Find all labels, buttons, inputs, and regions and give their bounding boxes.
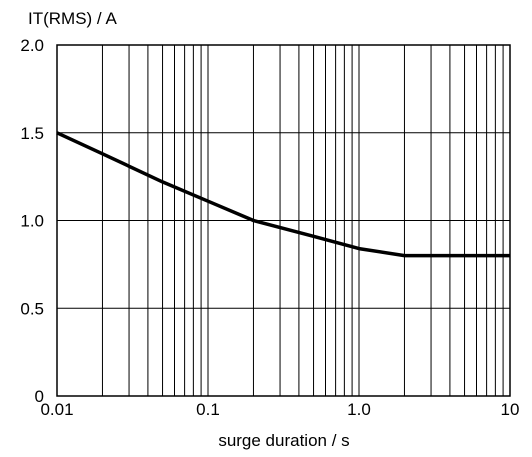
plot-border bbox=[56, 44, 511, 397]
y-tick-label: 2.0 bbox=[20, 36, 44, 55]
series-layer bbox=[56, 131, 510, 258]
y-tick-label: 1.5 bbox=[20, 124, 44, 143]
tick-labels: 0 0.5 1.0 1.5 2.0 0.01 0.1 1.0 10 bbox=[20, 36, 519, 419]
y-axis-label: IT(RMS) / A bbox=[28, 9, 117, 28]
grid bbox=[57, 45, 510, 396]
series-line bbox=[56, 131, 510, 258]
x-axis-label: surge duration / s bbox=[218, 431, 349, 450]
y-tick-label: 0 bbox=[35, 387, 44, 406]
x-tick-label: 1.0 bbox=[347, 400, 371, 419]
x-tick-label: 0.1 bbox=[196, 400, 220, 419]
x-tick-label: 10 bbox=[501, 400, 520, 419]
x-tick-label: 0.01 bbox=[40, 400, 73, 419]
y-tick-label: 0.5 bbox=[20, 299, 44, 318]
y-tick-label: 1.0 bbox=[20, 212, 44, 231]
plot-frame bbox=[56, 44, 511, 397]
